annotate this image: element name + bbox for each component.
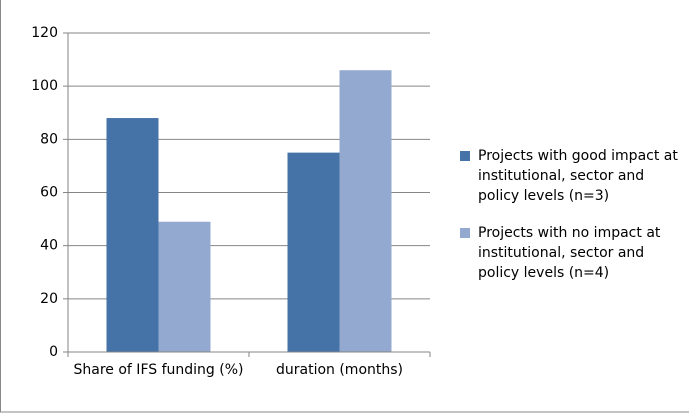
legend-swatch	[460, 151, 470, 161]
legend-swatch	[460, 228, 470, 238]
y-tick-label: 20	[40, 291, 58, 307]
legend-entry: Projects with no impact at institutional…	[460, 223, 685, 283]
bar	[106, 118, 159, 352]
legend-label: Projects with good impact at institution…	[478, 148, 678, 204]
bar	[158, 221, 211, 352]
y-tick-label: 120	[31, 25, 58, 41]
y-tick-label: 0	[49, 344, 58, 360]
bar	[287, 152, 340, 352]
bar	[339, 70, 392, 352]
y-tick-label: 60	[40, 185, 58, 201]
legend-entry: Projects with good impact at institution…	[460, 146, 685, 206]
y-tick-label: 40	[40, 238, 58, 254]
x-tick-label: duration (months)	[275, 362, 404, 378]
x-tick-label: Share of IFS funding (%)	[73, 362, 244, 378]
y-tick-label: 80	[40, 131, 58, 147]
legend-label: Projects with no impact at institutional…	[478, 225, 661, 281]
y-tick-label: 100	[31, 78, 58, 94]
